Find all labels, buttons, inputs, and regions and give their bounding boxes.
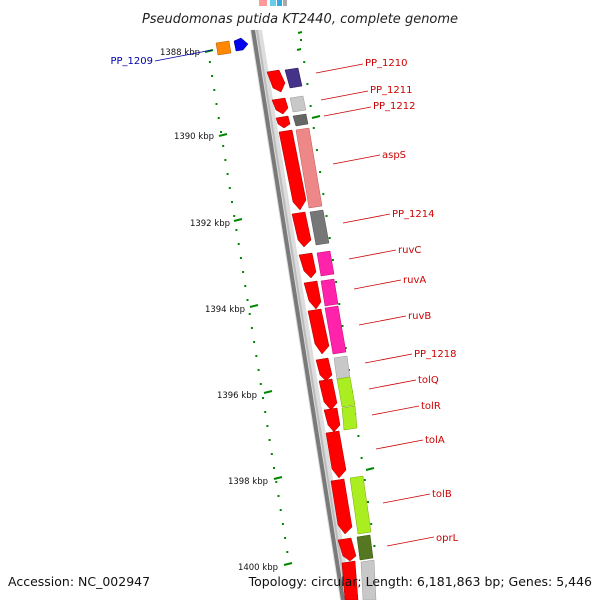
feature-ruvC[interactable] bbox=[316, 250, 335, 277]
gene-label-ruvC[interactable]: ruvC bbox=[398, 245, 421, 256]
leader-line bbox=[342, 213, 391, 224]
leader-line bbox=[332, 154, 381, 165]
gene-label-PP_1218[interactable]: PP_1218 bbox=[414, 349, 457, 360]
gene-label-PP_1211[interactable]: PP_1211 bbox=[370, 85, 413, 96]
cds-arrow[interactable] bbox=[325, 430, 347, 479]
gene-labels: PP_1209 PP_1210 PP_1211 PP_1212 aspS PP_… bbox=[110, 49, 459, 547]
leader-line bbox=[358, 315, 407, 326]
feature-tolB[interactable] bbox=[349, 475, 372, 535]
genome-backbone bbox=[250, 29, 352, 600]
leader-line bbox=[320, 90, 369, 101]
gene-label-tolR[interactable]: tolR bbox=[421, 401, 441, 412]
cds-arrow[interactable] bbox=[303, 280, 322, 310]
kbp-ticks: 1388 kbp 1390 kbp 1392 kbp 1394 kbp 1396… bbox=[160, 48, 293, 573]
cds-arrow[interactable] bbox=[275, 115, 291, 129]
cds-arrow[interactable] bbox=[271, 97, 289, 115]
feature-grey-bottom bbox=[360, 559, 377, 600]
gene-label-PP_1209[interactable]: PP_1209 bbox=[110, 56, 153, 67]
cds-arrow[interactable] bbox=[323, 407, 341, 433]
feature-aspS[interactable] bbox=[295, 127, 323, 209]
gene-label-tolA[interactable]: tolA bbox=[425, 435, 445, 446]
tick-label: 1390 kbp bbox=[174, 132, 214, 142]
gene-label-PP_1210[interactable]: PP_1210 bbox=[365, 58, 408, 69]
tick-guide-dots bbox=[208, 39, 376, 553]
cds-arrow[interactable] bbox=[341, 560, 359, 600]
tick-label: 1392 kbp bbox=[190, 219, 230, 229]
feature-ruvA[interactable] bbox=[320, 278, 339, 307]
cds-track bbox=[266, 69, 359, 600]
cds-arrow[interactable] bbox=[315, 357, 333, 382]
tick-label: 1388 kbp bbox=[160, 48, 200, 58]
genome-summary: Topology: circular; Length: 6,181,863 bp… bbox=[248, 574, 592, 589]
feature-PP_1214[interactable] bbox=[309, 209, 330, 246]
gene-PP_1209[interactable] bbox=[215, 37, 249, 56]
feature-arrow bbox=[233, 37, 249, 52]
tick-label: 1396 kbp bbox=[217, 391, 257, 401]
accession-label: Accession: NC_002947 bbox=[8, 574, 150, 589]
feature-oprL[interactable] bbox=[356, 534, 374, 561]
leader-line bbox=[382, 493, 431, 504]
leader-line bbox=[386, 536, 435, 547]
cds-arrow[interactable] bbox=[337, 537, 357, 562]
feature-tolQ[interactable] bbox=[336, 376, 356, 408]
leader-line bbox=[154, 49, 213, 62]
tick-mark bbox=[218, 133, 228, 137]
inner-tick-marks bbox=[296, 31, 375, 471]
tick-label: 1394 kbp bbox=[205, 305, 245, 315]
leader-line bbox=[375, 439, 424, 450]
cds-arrow[interactable] bbox=[298, 252, 317, 279]
leader-line bbox=[315, 63, 364, 74]
cds-arrow[interactable] bbox=[278, 129, 307, 211]
tick-mark bbox=[283, 562, 293, 566]
leader-line bbox=[364, 353, 413, 364]
function-track bbox=[284, 67, 377, 600]
feature-arrow bbox=[215, 40, 232, 56]
feature-PP_1211[interactable] bbox=[289, 95, 307, 113]
gene-label-ruvB[interactable]: ruvB bbox=[408, 311, 431, 322]
gene-label-tolB[interactable]: tolB bbox=[432, 489, 452, 500]
leader-line bbox=[353, 279, 402, 290]
feature-PP_1218[interactable] bbox=[333, 355, 351, 381]
leader-line bbox=[368, 379, 417, 390]
leader-line bbox=[371, 405, 420, 416]
feature-tolR[interactable] bbox=[341, 405, 358, 431]
gene-label-aspS[interactable]: aspS bbox=[382, 150, 406, 161]
feature-ruvB[interactable] bbox=[324, 305, 347, 355]
cds-arrow[interactable] bbox=[307, 308, 330, 355]
cds-arrow[interactable] bbox=[266, 69, 286, 93]
feature-PP_1212[interactable] bbox=[292, 113, 309, 127]
cds-arrow[interactable] bbox=[291, 211, 312, 248]
gene-label-PP_1212[interactable]: PP_1212 bbox=[373, 101, 416, 112]
top-partial-features bbox=[259, 0, 287, 6]
gene-label-oprL[interactable]: oprL bbox=[436, 533, 459, 544]
gene-label-ruvA[interactable]: ruvA bbox=[403, 275, 426, 286]
tick-label: 1400 kbp bbox=[238, 563, 278, 573]
gene-label-tolQ[interactable]: tolQ bbox=[418, 375, 439, 386]
leader-line bbox=[323, 106, 372, 117]
leader-line bbox=[348, 249, 397, 260]
tick-mark bbox=[263, 390, 273, 394]
tick-label: 1398 kbp bbox=[228, 477, 268, 487]
tick-mark bbox=[249, 304, 259, 308]
cds-arrow[interactable] bbox=[330, 478, 353, 535]
map-title: Pseudomonas putida KT2440, complete geno… bbox=[142, 12, 458, 27]
feature-PP_1210[interactable] bbox=[284, 67, 303, 89]
gene-label-PP_1214[interactable]: PP_1214 bbox=[392, 209, 435, 220]
cds-arrow[interactable] bbox=[318, 378, 338, 411]
tick-mark bbox=[233, 218, 243, 222]
tick-mark bbox=[273, 476, 283, 480]
